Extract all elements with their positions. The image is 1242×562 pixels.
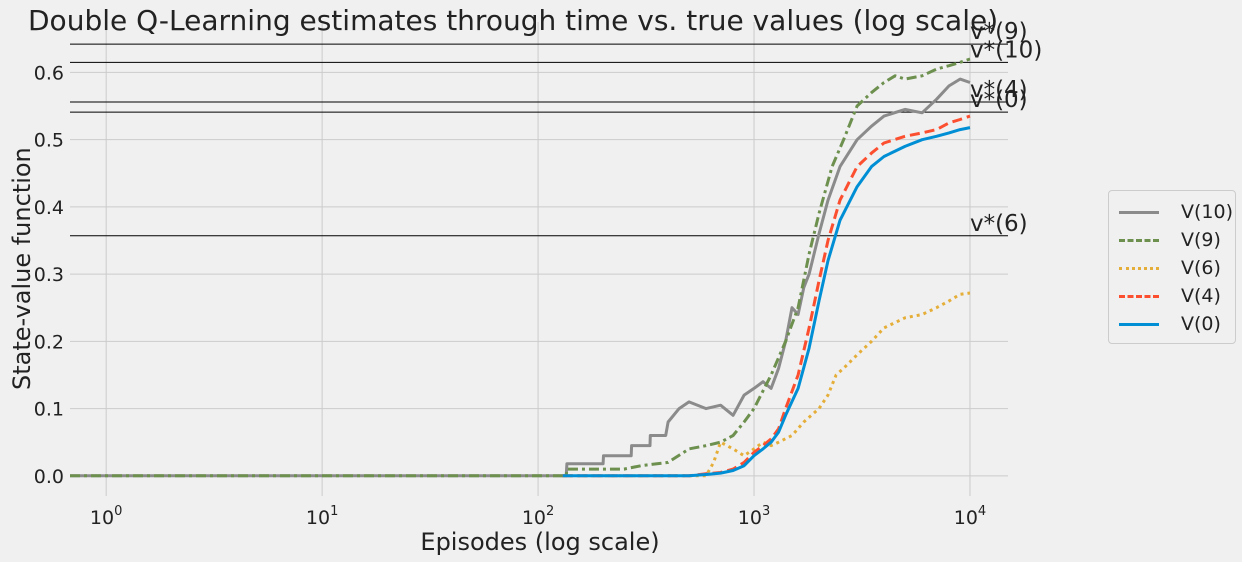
y-tick-label: 0.4 bbox=[34, 197, 64, 219]
x-tick-label: 100 bbox=[90, 504, 122, 529]
y-tick-label: 0.6 bbox=[34, 62, 64, 84]
series-lines bbox=[70, 57, 971, 478]
y-tick-label: 0.0 bbox=[34, 466, 64, 488]
y-tick-label: 0.1 bbox=[34, 399, 64, 421]
y-tick-label: 0.2 bbox=[34, 331, 64, 353]
x-tick-label: 102 bbox=[522, 504, 554, 529]
legend-swatch bbox=[1119, 322, 1159, 326]
legend-item: V(9) bbox=[1119, 227, 1221, 253]
series-line bbox=[562, 114, 971, 478]
legend-label: V(10) bbox=[1181, 201, 1233, 223]
legend-swatch bbox=[1119, 210, 1159, 214]
series-line bbox=[70, 77, 971, 478]
legend-label: V(0) bbox=[1181, 313, 1221, 335]
chart-title: Double Q-Learning estimates through time… bbox=[28, 4, 999, 37]
legend-swatch bbox=[1119, 294, 1159, 298]
y-tick-labels: 0.0 0.1 0.2 0.3 0.4 0.5 0.6 bbox=[34, 62, 64, 487]
series-line bbox=[562, 126, 971, 478]
x-tick-labels: 100 101 102 103 104 bbox=[90, 504, 986, 529]
y-tick-label: 0.5 bbox=[34, 130, 64, 152]
true-value-label: v*(10) bbox=[970, 37, 1042, 63]
true-value-lines: v*(9)v*(10) v*(4)v*(0) v*(6) bbox=[70, 19, 1042, 237]
x-tick-label: 104 bbox=[954, 504, 986, 529]
legend-label: V(6) bbox=[1181, 257, 1221, 279]
legend-item: V(6) bbox=[1119, 255, 1221, 281]
legend-label: V(4) bbox=[1181, 285, 1221, 307]
x-tick-label: 103 bbox=[738, 504, 770, 529]
legend-swatch bbox=[1119, 266, 1159, 270]
legend-item: V(10) bbox=[1119, 199, 1233, 225]
legend-swatch bbox=[1119, 238, 1159, 242]
true-value-label: v*(6) bbox=[970, 211, 1028, 237]
true-value-label: v*(9) bbox=[970, 19, 1028, 45]
series-line bbox=[70, 57, 971, 478]
true-value-label: v*(4) bbox=[970, 77, 1028, 103]
legend-item: V(4) bbox=[1119, 283, 1221, 309]
true-value-label: v*(0) bbox=[970, 87, 1028, 113]
legend-item: V(0) bbox=[1119, 311, 1221, 337]
legend: V(10) V(9) V(6) V(4) V(0) bbox=[1108, 190, 1236, 344]
x-axis-label: Episodes (log scale) bbox=[420, 528, 660, 556]
legend-label: V(9) bbox=[1181, 229, 1221, 251]
y-axis-label: State-value function bbox=[8, 147, 36, 390]
grid-lines bbox=[70, 22, 1008, 496]
y-tick-label: 0.3 bbox=[34, 264, 64, 286]
x-tick-label: 101 bbox=[306, 504, 338, 529]
